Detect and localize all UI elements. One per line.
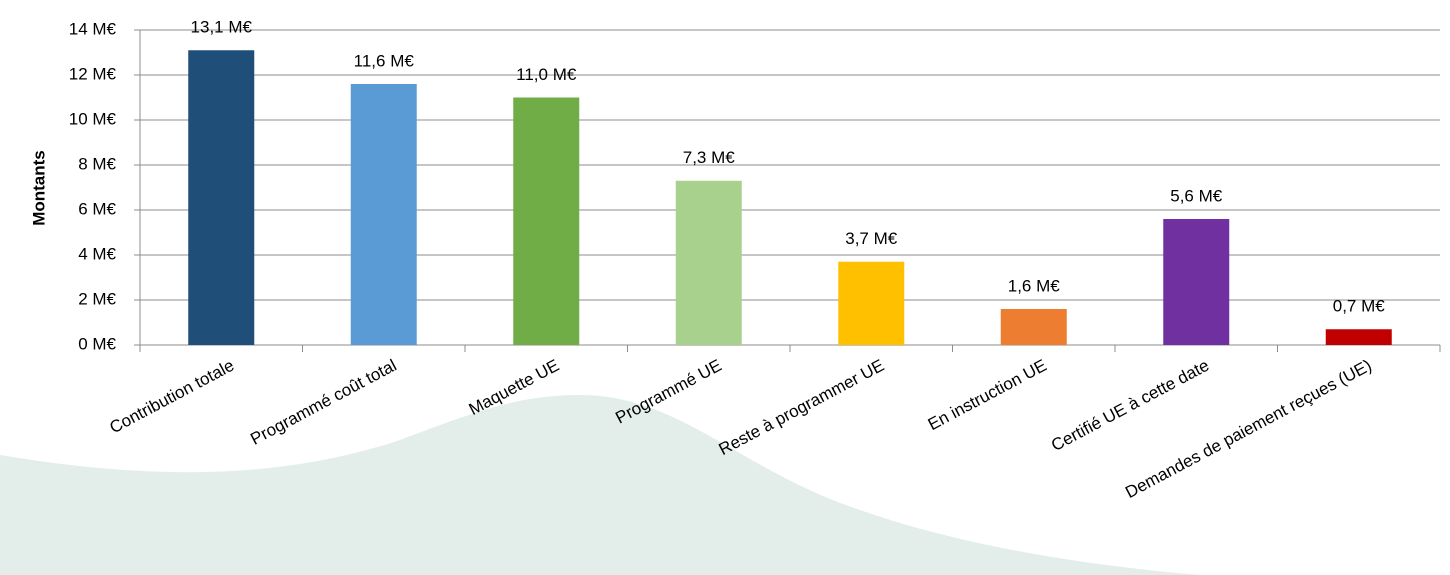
bar: [1325, 329, 1392, 345]
bar: [350, 84, 417, 345]
y-tick-label: 4 M€: [78, 244, 116, 263]
background-wave: [0, 395, 1200, 575]
bar: [1000, 309, 1067, 345]
value-label: 0,7 M€: [1333, 297, 1386, 316]
y-tick-label: 8 M€: [78, 154, 116, 173]
value-label: 7,3 M€: [683, 148, 736, 167]
bar: [675, 180, 742, 345]
y-tick-label: 6 M€: [78, 199, 116, 218]
bar: [188, 50, 255, 345]
value-label: 11,0 M€: [516, 65, 577, 84]
y-tick-label: 2 M€: [78, 289, 116, 308]
y-tick-label: 10 M€: [69, 109, 117, 128]
y-axis-label: Montants: [29, 150, 48, 226]
value-label: 3,7 M€: [845, 229, 898, 248]
x-tick-label: En instruction UE: [925, 356, 1050, 434]
value-label: 1,6 M€: [1008, 276, 1061, 295]
value-label: 5,6 M€: [1170, 186, 1223, 205]
x-tick-label: Reste à programmer UE: [716, 356, 888, 459]
bar: [513, 97, 580, 345]
y-tick-label: 12 M€: [69, 64, 117, 83]
x-tick-label: Certifié UE à cette date: [1048, 356, 1212, 455]
y-tick-label: 0 M€: [78, 334, 116, 353]
value-label: 11,6 M€: [354, 51, 415, 70]
y-tick-label: 14 M€: [69, 19, 117, 38]
x-tick-label: Programmé coût total: [247, 356, 399, 449]
x-tick-label: Contribution totale: [106, 356, 237, 438]
bar: [1163, 219, 1230, 345]
bar: [838, 261, 905, 345]
value-label: 13,1 M€: [191, 18, 253, 37]
